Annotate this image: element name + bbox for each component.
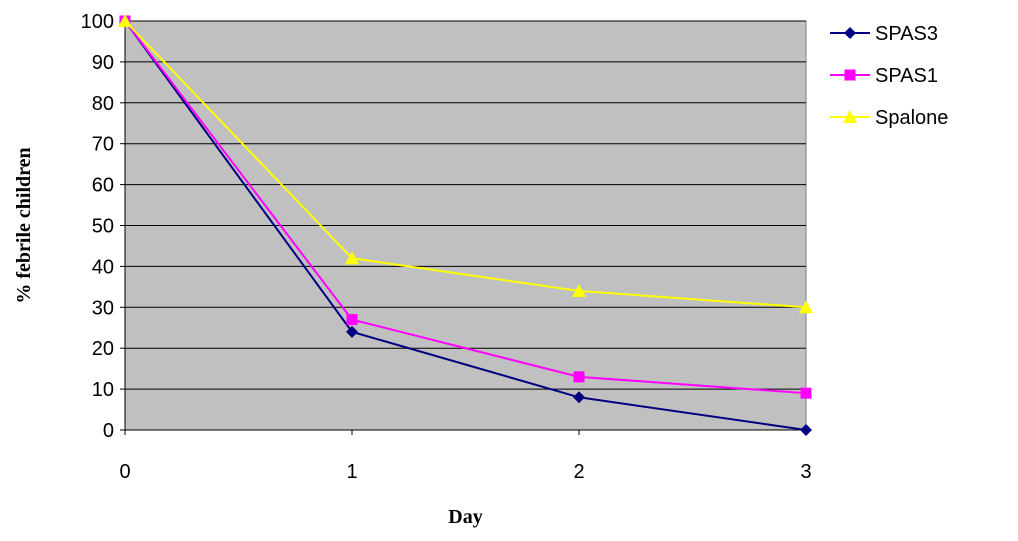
legend: SPAS3 SPAS1 Spalone <box>830 23 948 129</box>
data-point-spas1 <box>800 387 812 399</box>
data-point-spalone <box>345 251 359 265</box>
y-tick-label: 20 <box>92 338 114 360</box>
series-group <box>118 14 813 436</box>
legend-marker-spas1 <box>844 69 856 81</box>
series-line-spalone <box>124 20 807 309</box>
data-point-spas1 <box>573 371 585 383</box>
legend-item-spas1: SPAS1 <box>830 65 938 87</box>
legend-item-spalone: Spalone <box>830 107 948 129</box>
data-point-spas1 <box>346 314 358 326</box>
x-tick-labels: 0 1 2 3 <box>119 461 811 483</box>
y-tick-label: 50 <box>92 216 114 238</box>
y-tick-label: 100 <box>81 11 114 33</box>
x-tick-label: 2 <box>573 461 584 483</box>
y-tick-label: 0 <box>103 420 114 442</box>
y-tick-labels: 0 10 20 30 40 50 60 70 80 90 100 <box>81 11 114 442</box>
x-tick-label: 0 <box>119 461 130 483</box>
legend-label: SPAS3 <box>875 23 938 45</box>
data-point-spas3 <box>800 424 812 436</box>
series-spalone <box>118 14 813 314</box>
x-axis-title: Day <box>448 506 482 528</box>
y-tick-label: 40 <box>92 256 114 278</box>
legend-label: SPAS1 <box>875 65 938 87</box>
y-tick-label: 10 <box>92 379 114 401</box>
legend-marker-spalone <box>843 110 857 123</box>
data-point-spas3 <box>346 325 358 338</box>
data-point-spalone <box>572 283 586 297</box>
y-axis-title: % febrile children <box>13 147 35 303</box>
series-line-spas1 <box>124 20 807 395</box>
axes <box>120 20 807 435</box>
series-line-spas3 <box>124 20 807 431</box>
data-point-spas3 <box>573 391 585 404</box>
y-tick-label: 70 <box>92 134 114 156</box>
y-tick-label: 30 <box>92 297 114 319</box>
y-tick-label: 90 <box>92 52 114 74</box>
x-tick-label: 3 <box>800 461 811 483</box>
legend-item-spas3: SPAS3 <box>830 23 938 45</box>
y-tick-label: 60 <box>92 175 114 197</box>
legend-marker-spas3 <box>844 27 856 39</box>
y-tick-label: 80 <box>92 93 114 115</box>
x-tick-label: 1 <box>346 461 357 483</box>
data-point-spalone <box>118 14 132 27</box>
legend-label: Spalone <box>875 107 948 129</box>
data-point-spalone <box>799 300 813 314</box>
gridlines <box>125 20 806 390</box>
